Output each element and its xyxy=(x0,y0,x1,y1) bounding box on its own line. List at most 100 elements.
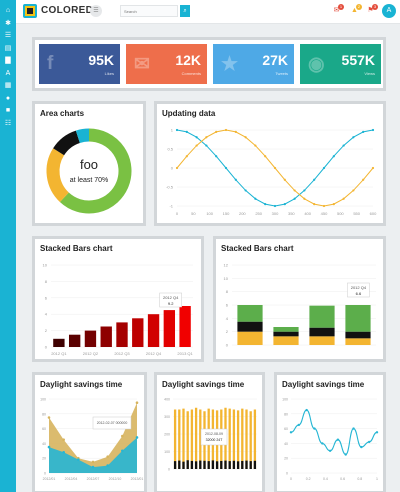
user-avatar[interactable]: A xyxy=(382,4,396,18)
map-pin-icon[interactable]: ● xyxy=(5,94,11,102)
bar-secondary[interactable] xyxy=(203,460,206,469)
grid-icon[interactable]: ☷ xyxy=(4,119,12,127)
data-point[interactable] xyxy=(91,460,95,464)
data-point[interactable] xyxy=(322,204,326,208)
bar-secondary[interactable] xyxy=(253,460,257,469)
file-icon[interactable]: ▤ xyxy=(4,44,12,52)
menu-toggle-button[interactable]: ☰ xyxy=(90,5,102,17)
bar[interactable] xyxy=(163,310,176,347)
data-point[interactable] xyxy=(175,128,179,132)
data-point[interactable] xyxy=(283,178,286,181)
data-point[interactable] xyxy=(332,203,335,206)
bar-secondary[interactable] xyxy=(178,460,181,469)
data-point[interactable] xyxy=(77,458,80,461)
data-point[interactable] xyxy=(121,449,124,453)
data-point[interactable] xyxy=(215,130,218,133)
bar[interactable] xyxy=(241,408,244,469)
data-point[interactable] xyxy=(293,189,296,192)
data-point[interactable] xyxy=(342,197,345,200)
table-icon[interactable]: ▦ xyxy=(4,82,12,89)
bar[interactable] xyxy=(147,314,160,347)
stat-tile[interactable]: ✉ 12K Comments xyxy=(126,44,207,84)
bar[interactable] xyxy=(116,322,128,347)
bar-secondary[interactable] xyxy=(186,460,189,469)
bar-segment[interactable] xyxy=(309,336,335,345)
stat-tile[interactable]: ★ 27K Tweets xyxy=(213,44,294,84)
data-point[interactable] xyxy=(303,189,306,192)
data-point[interactable] xyxy=(234,130,237,133)
bar-secondary[interactable] xyxy=(236,461,240,469)
bar[interactable] xyxy=(53,338,65,347)
bar-secondary[interactable] xyxy=(173,461,177,469)
bar[interactable] xyxy=(228,408,231,469)
bar[interactable] xyxy=(236,410,240,469)
search-input[interactable] xyxy=(120,5,178,17)
data-point[interactable] xyxy=(135,436,139,439)
data-point[interactable] xyxy=(332,155,335,158)
data-point[interactable] xyxy=(367,440,371,444)
bar-segment[interactable] xyxy=(345,305,371,332)
data-point[interactable] xyxy=(62,450,65,454)
bar-secondary[interactable] xyxy=(220,460,223,469)
data-point[interactable] xyxy=(375,431,379,434)
bar-secondary[interactable] xyxy=(245,460,248,469)
data-point[interactable] xyxy=(62,438,65,441)
donut-slice[interactable] xyxy=(46,148,70,202)
bar[interactable] xyxy=(84,330,97,347)
data-point[interactable] xyxy=(305,408,308,412)
data-point[interactable] xyxy=(344,453,347,456)
data-point[interactable] xyxy=(185,130,188,133)
bar-secondary[interactable] xyxy=(207,461,210,469)
bar-segment[interactable] xyxy=(237,321,263,332)
bar-secondary[interactable] xyxy=(224,460,227,469)
bar[interactable] xyxy=(182,408,185,469)
bar-segment[interactable] xyxy=(309,305,335,328)
bar-secondary[interactable] xyxy=(232,460,236,469)
bar[interactable] xyxy=(68,334,81,347)
stat-tile[interactable]: f 95K Likes xyxy=(39,44,120,84)
data-point[interactable] xyxy=(273,166,277,170)
data-point[interactable] xyxy=(313,178,316,181)
data-point[interactable] xyxy=(224,128,228,132)
bar-segment[interactable] xyxy=(309,327,335,337)
data-point[interactable] xyxy=(121,434,124,438)
lock-icon[interactable]: ■ xyxy=(5,107,11,114)
home-icon[interactable]: ⌂ xyxy=(5,7,11,14)
bar-secondary[interactable] xyxy=(182,461,185,469)
bar[interactable] xyxy=(132,318,144,347)
bar[interactable] xyxy=(190,409,194,470)
data-point[interactable] xyxy=(352,189,355,192)
bar-segment[interactable] xyxy=(273,327,299,332)
bar[interactable] xyxy=(199,409,202,470)
stat-tile[interactable]: ◉ 557K Views xyxy=(300,44,381,84)
data-point[interactable] xyxy=(195,136,198,139)
search-button[interactable]: ⌕ xyxy=(180,5,190,17)
data-point[interactable] xyxy=(234,178,237,181)
data-point[interactable] xyxy=(264,203,267,206)
data-point[interactable] xyxy=(303,197,306,200)
data-point[interactable] xyxy=(47,445,51,449)
bar-secondary[interactable] xyxy=(215,461,219,469)
bar-segment[interactable] xyxy=(345,338,371,345)
data-point[interactable] xyxy=(342,144,345,147)
data-point[interactable] xyxy=(371,128,375,132)
mail-icon[interactable]: ✉ xyxy=(333,7,340,14)
data-point[interactable] xyxy=(91,465,95,469)
data-point[interactable] xyxy=(106,464,109,467)
data-point[interactable] xyxy=(322,166,326,170)
data-point[interactable] xyxy=(205,144,208,147)
bar[interactable] xyxy=(194,407,198,469)
bar[interactable] xyxy=(253,409,257,470)
data-point[interactable] xyxy=(254,197,257,200)
data-point[interactable] xyxy=(313,203,316,206)
data-point[interactable] xyxy=(362,130,365,133)
data-point[interactable] xyxy=(195,144,198,147)
data-point[interactable] xyxy=(264,155,267,158)
data-point[interactable] xyxy=(313,427,316,430)
bar[interactable] xyxy=(179,306,191,347)
donut-slice[interactable] xyxy=(75,128,90,144)
bar-segment[interactable] xyxy=(273,336,299,345)
donut-slice[interactable] xyxy=(59,128,132,214)
data-point[interactable] xyxy=(328,449,332,452)
bar[interactable] xyxy=(178,409,181,470)
